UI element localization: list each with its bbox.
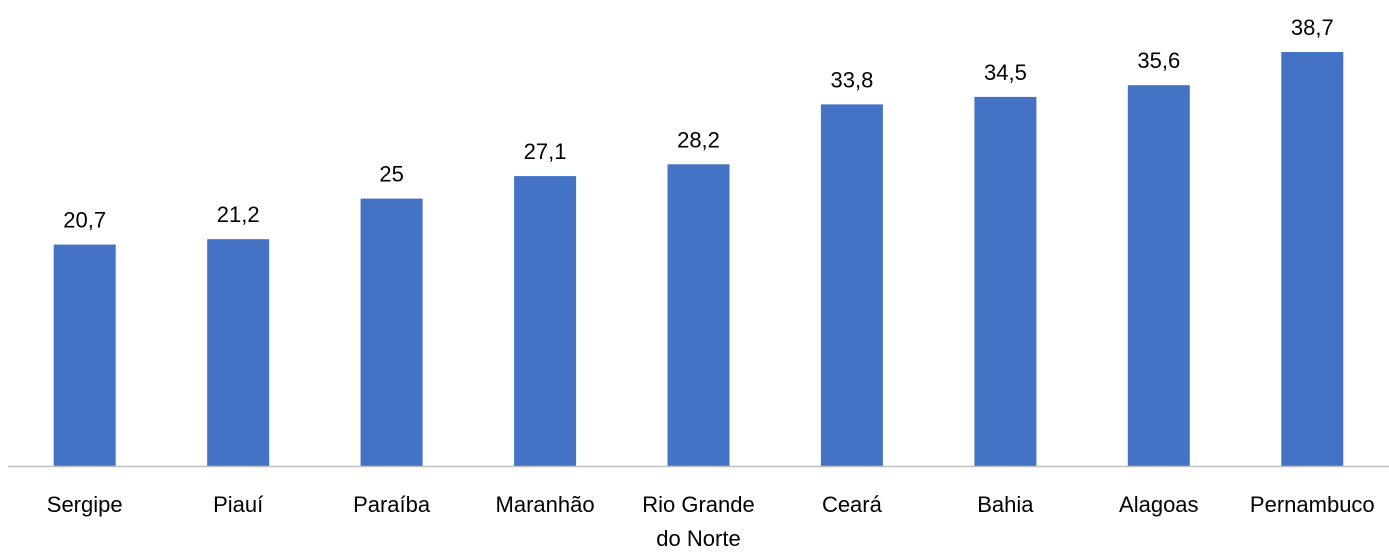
- category-label-3: Maranhão: [496, 492, 595, 517]
- value-label-7: 35,6: [1137, 48, 1180, 73]
- category-labels-group: Sergipe Piauí Paraíba Maranhão Rio Grande do …: [47, 492, 1375, 551]
- bar-0: [54, 245, 116, 466]
- value-label-3: 27,1: [524, 139, 567, 164]
- value-label-8: 38,7: [1291, 15, 1334, 40]
- category-label-1: Piauí: [213, 492, 263, 517]
- bar-5: [821, 104, 883, 466]
- category-label-4-line-1: do Norte: [656, 526, 740, 551]
- bar-6: [974, 97, 1036, 466]
- category-label-5: Ceará: [822, 492, 883, 517]
- value-label-0: 20,7: [63, 208, 106, 233]
- bar-4: [668, 164, 730, 466]
- category-label-4-line-0: Rio Grande: [642, 492, 755, 517]
- bar-2: [361, 199, 423, 466]
- category-label-0: Sergipe: [47, 492, 123, 517]
- value-label-2: 25: [379, 162, 403, 187]
- category-label-6: Bahia: [977, 492, 1034, 517]
- category-label-2: Paraíba: [353, 492, 431, 517]
- value-label-4: 28,2: [677, 127, 720, 152]
- category-label-7: Alagoas: [1119, 492, 1199, 517]
- value-label-5: 33,8: [830, 67, 873, 92]
- category-label-8: Pernambuco: [1250, 492, 1375, 517]
- bar-7: [1128, 85, 1190, 466]
- bar-1: [207, 239, 269, 466]
- value-label-6: 34,5: [984, 60, 1027, 85]
- value-label-1: 21,2: [217, 202, 260, 227]
- bar-8: [1281, 52, 1343, 466]
- bar-3: [514, 176, 576, 466]
- bars-group: [54, 52, 1344, 466]
